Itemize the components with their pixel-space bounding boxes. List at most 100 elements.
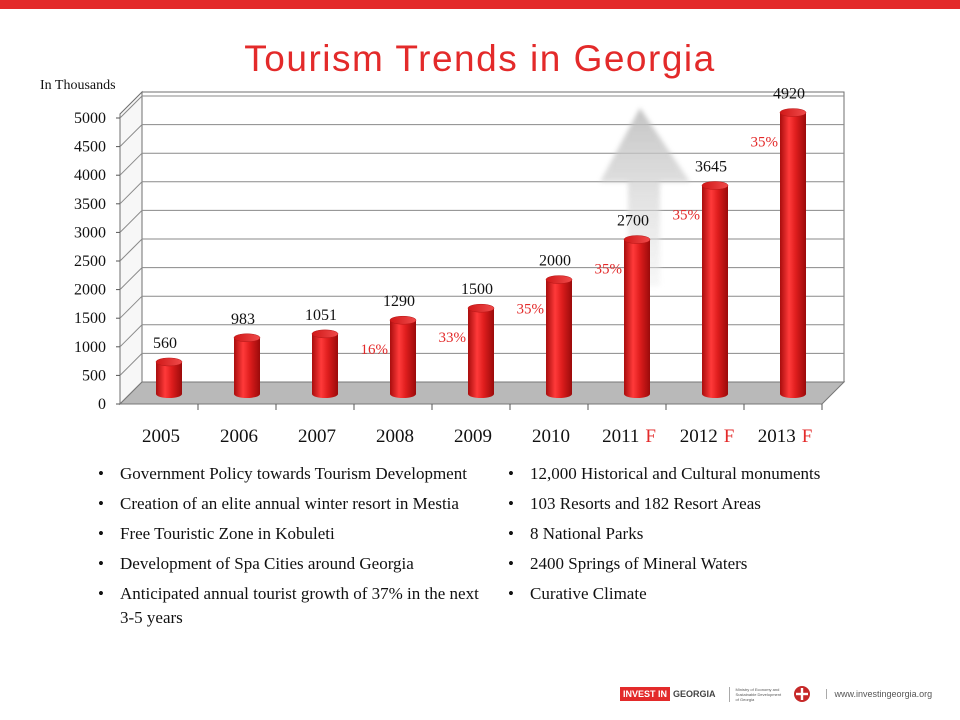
- growth-label: 33%: [439, 330, 467, 346]
- gridline: [119, 209, 844, 233]
- y-tick-label: 4000: [74, 167, 106, 184]
- growth-label: 16%: [361, 342, 389, 358]
- bar-cap: [545, 275, 573, 284]
- growth-label: 35%: [673, 208, 701, 224]
- x-tick-year: 2011: [602, 426, 639, 447]
- gridline: [119, 324, 844, 348]
- gridline: [119, 238, 844, 262]
- value-label: 1500: [461, 281, 493, 298]
- bullet-item: Free Touristic Zone in Kobuleti: [90, 522, 490, 546]
- bullet-item: 8 National Parks: [500, 522, 830, 546]
- bar-body: [546, 279, 572, 398]
- growth-labels: 16% 33% 35% 35% 35% 35%: [361, 135, 779, 359]
- x-tick-year: 2013: [758, 426, 796, 447]
- value-label: 3645: [695, 159, 727, 176]
- x-axis-labels: 2005 2006 2007 2008 2009 2010 2011 F 2012 F 2013 F: [142, 404, 823, 447]
- bar-cap: [467, 303, 495, 313]
- value-label: 1290: [383, 293, 415, 310]
- value-label: 1051: [305, 307, 337, 324]
- value-label: 2700: [617, 213, 649, 230]
- value-label: 560: [153, 335, 177, 352]
- bar-cap: [701, 181, 729, 190]
- bar-body: [156, 361, 182, 398]
- bullet-list-right: 12,000 Historical and Cultural monuments…: [500, 462, 830, 612]
- x-tick-year: 2009: [454, 426, 492, 447]
- bullet-item: 12,000 Historical and Cultural monuments: [500, 462, 830, 486]
- x-tick-label: 2013 F: [758, 426, 813, 447]
- bullet-item: Creation of an elite annual winter resor…: [90, 492, 490, 516]
- growth-label: 35%: [751, 135, 779, 151]
- bullet-item: Anticipated annual tourist growth of 37%…: [90, 582, 490, 630]
- growth-arrow: [600, 108, 690, 286]
- bar: [155, 357, 183, 398]
- growth-label: 35%: [517, 302, 545, 318]
- x-tick-forecast-marker: F: [802, 426, 813, 447]
- bullet-item: Curative Climate: [500, 582, 830, 606]
- bar: [311, 329, 339, 398]
- gridline: [119, 152, 844, 176]
- bar-cap: [779, 108, 807, 117]
- value-label: 2000: [539, 253, 571, 270]
- y-tick-label: 4500: [74, 139, 106, 156]
- bullet-item: Government Policy towards Tourism Develo…: [90, 462, 490, 486]
- x-tick-label: 2005: [142, 426, 180, 447]
- bar: [779, 108, 807, 399]
- footer: INVEST IN GEORGIA Ministry of Economy an…: [620, 684, 932, 704]
- x-tick-year: 2012: [680, 426, 718, 447]
- x-tick-forecast-marker: F: [724, 426, 735, 447]
- y-tick-label: 1500: [74, 310, 106, 327]
- x-tick-label: 2007: [298, 426, 336, 447]
- y-tick-label: 5000: [74, 110, 106, 127]
- x-tick-year: 2007: [298, 426, 336, 447]
- logo-part-georgia: GEORGIA: [673, 689, 716, 699]
- bar-cap: [155, 357, 183, 367]
- bar: [545, 275, 573, 398]
- y-tick-label: 2000: [74, 282, 106, 299]
- bar-body: [390, 320, 416, 398]
- bullet-item: 2400 Springs of Mineral Waters: [500, 552, 830, 576]
- y-tick-label: 3000: [74, 224, 106, 241]
- tourism-bar-chart: 0 500 1000 1500 2000 2500 3000 3500 4000 4500 5000…: [74, 86, 846, 447]
- y-tick-label: 1000: [74, 339, 106, 356]
- page-title: Tourism Trends in Georgia: [244, 38, 716, 79]
- bar-body: [234, 337, 260, 398]
- bar-body: [702, 185, 728, 398]
- y-tick-label: 500: [82, 367, 106, 384]
- bullet-list-left: Government Policy towards Tourism Develo…: [90, 462, 490, 636]
- website-link[interactable]: www.investingeorgia.org: [825, 689, 932, 699]
- value-labels: 560 983 1051 1290 1500 2000 2700 3645 4920: [153, 86, 805, 352]
- bar: [467, 303, 495, 398]
- bar-body: [780, 112, 806, 399]
- x-tick-forecast-marker: F: [645, 426, 656, 447]
- growth-label: 35%: [595, 262, 623, 278]
- bar-cap: [311, 329, 339, 339]
- x-tick-label: 2011 F: [602, 426, 656, 447]
- bar-cap: [623, 235, 651, 244]
- ministry-name: Ministry of Economy and Sustainable Deve…: [728, 686, 786, 702]
- bar-body: [624, 239, 650, 398]
- y-axis-unit-label: In Thousands: [40, 78, 116, 93]
- x-tick-label: 2010: [532, 426, 570, 447]
- x-tick-label: 2006: [220, 426, 258, 447]
- y-tick-label: 3500: [74, 196, 106, 213]
- growth-arrow-shape: [600, 108, 690, 286]
- x-tick-label: 2008: [376, 426, 414, 447]
- gridline: [119, 124, 844, 147]
- x-tick-label: 2012 F: [680, 426, 735, 447]
- invest-in-georgia-logo: INVEST IN GEORGIA: [620, 686, 719, 702]
- chart-bars: [155, 108, 807, 399]
- y-tick-label: 0: [98, 396, 106, 413]
- bar-body: [468, 308, 494, 398]
- bullet-item: Development of Spa Cities around Georgia: [90, 552, 490, 576]
- value-label: 983: [231, 311, 255, 328]
- bar: [701, 181, 729, 398]
- gridline: [119, 352, 844, 376]
- bar: [389, 315, 417, 398]
- bar-body: [312, 333, 338, 398]
- top-accent-bar: [0, 0, 960, 9]
- x-tick-year: 2005: [142, 426, 180, 447]
- y-tick-label: 2500: [74, 253, 106, 270]
- bar-cap: [389, 315, 417, 325]
- value-label: 4920: [773, 86, 805, 103]
- bar: [623, 235, 651, 398]
